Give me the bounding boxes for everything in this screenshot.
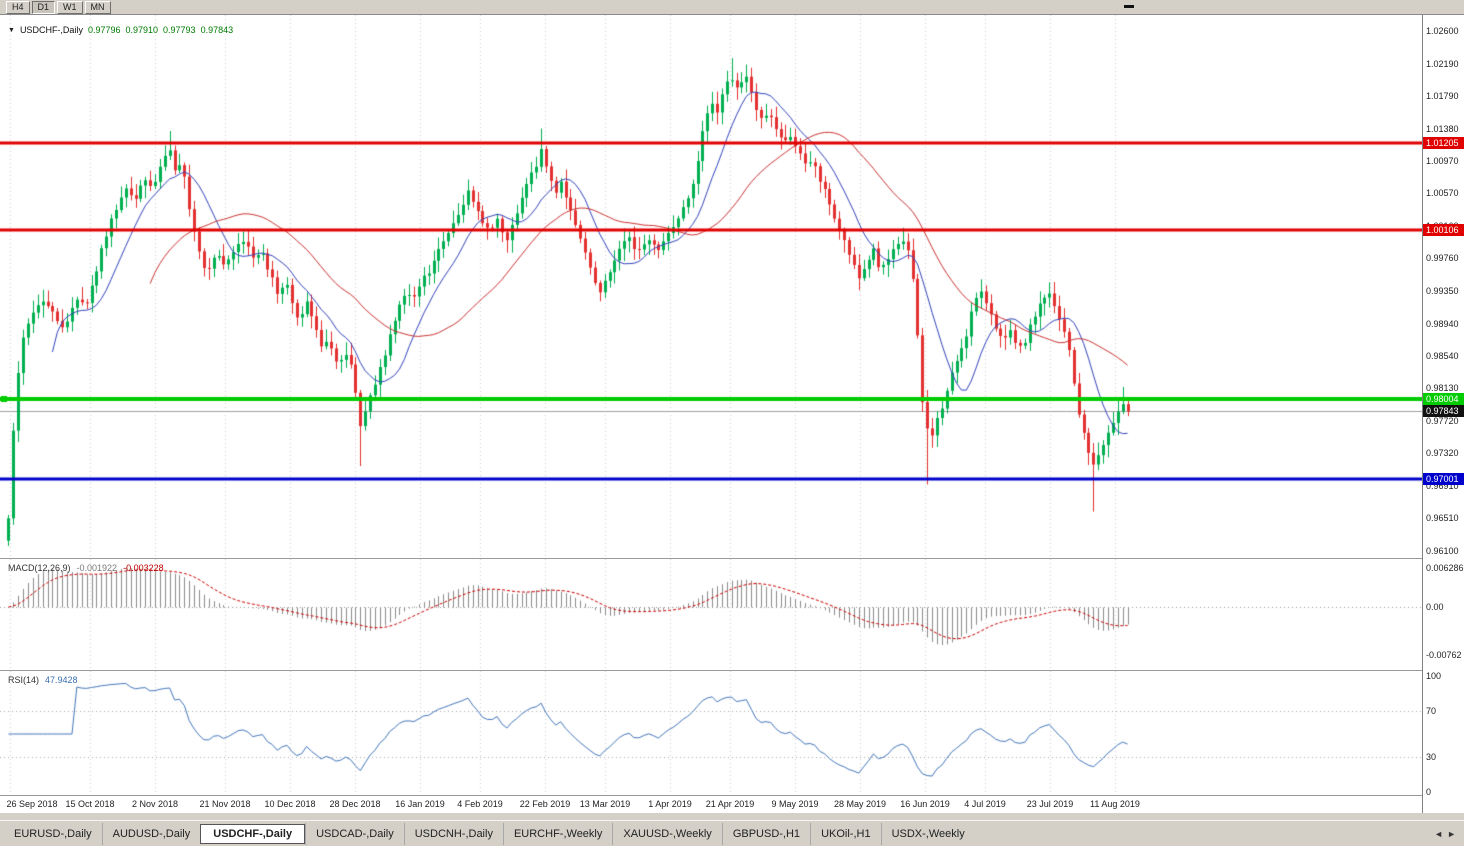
pane-separator[interactable] [0, 558, 1464, 559]
pane-separator [0, 795, 1464, 796]
chart-tab-audusd-daily[interactable]: AUDUSD-,Daily [101, 822, 201, 845]
chart-tab-usdx-weekly[interactable]: USDX-,Weekly [880, 822, 975, 845]
date-axis-label: 21 Apr 2019 [705, 799, 755, 809]
macd-axis-label: 0.006286 [1426, 563, 1464, 573]
price-axis-label: 0.98940 [1426, 318, 1459, 329]
rsi-name: RSI(14) [8, 675, 40, 685]
price-axis-label: 0.97320 [1426, 448, 1459, 459]
date-axis-label: 10 Dec 2018 [264, 799, 316, 809]
timeframe-mn-button[interactable]: MN [84, 0, 111, 14]
rsi-indicator-canvas[interactable] [0, 671, 1422, 795]
price-axis-label: 0.97720 [1426, 416, 1459, 427]
date-axis-label: 22 Feb 2019 [519, 799, 571, 809]
chart-tab-usdcnh-daily[interactable]: USDCNH-,Daily [403, 822, 503, 845]
chart-ohlc-header: ▼ USDCHF-,Daily 0.97796 0.97910 0.97793 … [8, 25, 233, 35]
date-axis-label: 11 Aug 2019 [1090, 799, 1140, 809]
low-value: 0.97793 [163, 25, 196, 35]
price-axis: 1.02600 1.02190 1.01790 1.01380 1.00970 1.005… [1422, 15, 1464, 813]
current-price-badge: 0.97843 [1423, 405, 1464, 418]
price-axis-label: 1.01380 [1426, 123, 1459, 134]
date-axis-label: 9 May 2019 [771, 799, 819, 809]
chart-tab-bar: EURUSD-,Daily AUDUSD-,Daily USDCHF-,Daily U… [0, 820, 1464, 846]
pane-separator[interactable] [0, 670, 1464, 671]
close-value: 0.97843 [200, 25, 234, 35]
date-axis-label: 28 Dec 2018 [329, 799, 381, 809]
date-axis-label: 4 Feb 2019 [457, 799, 503, 809]
timeframe-h4-button[interactable]: H4 [6, 0, 30, 14]
price-axis-label: 1.02600 [1426, 25, 1459, 36]
price-axis-label: 1.02190 [1426, 58, 1459, 69]
date-axis-label: 28 May 2019 [833, 799, 887, 809]
tab-scroll-left-icon[interactable]: ◄ [1434, 828, 1444, 839]
high-value: 0.97910 [125, 25, 159, 35]
price-axis-label: 0.96510 [1426, 513, 1459, 523]
date-axis-label: 23 Jul 2019 [1026, 799, 1074, 809]
macd-value: -0.001922 [76, 563, 118, 573]
price-axis-label: 0.96910 [1426, 481, 1459, 492]
price-axis-label: 0.98540 [1426, 350, 1459, 361]
rsi-axis-label: 70 [1426, 705, 1437, 716]
macd-indicator-label: MACD(12,26,9) -0.001922 -0.003228 [8, 563, 164, 573]
date-axis-label: 16 Jun 2019 [900, 799, 950, 809]
rsi-axis-label: 100 [1426, 671, 1442, 681]
price-chart-canvas[interactable] [0, 15, 1422, 558]
time-axis: 26 Sep 2018 15 Oct 2018 2 Nov 2018 21 Nov 2… [0, 796, 1422, 813]
price-axis-label: 0.99350 [1426, 285, 1459, 296]
price-axis-label: 0.98130 [1426, 383, 1459, 394]
rsi-indicator-label: RSI(14) 47.9428 [8, 675, 78, 685]
chart-symbol-label: USDCHF-,Daily [19, 25, 83, 35]
tab-scroll-arrows: ◄ ► [1434, 829, 1464, 839]
date-axis-label: 16 Jan 2019 [395, 799, 445, 809]
date-axis-label: 2 Nov 2018 [131, 799, 179, 809]
price-axis-label: 1.00970 [1426, 156, 1459, 167]
price-level-badge: 1.01205 [1423, 136, 1464, 149]
price-level-badge: 1.00106 [1423, 224, 1464, 237]
macd-axis-label: -0.00762 [1426, 650, 1462, 660]
price-axis-label: 1.00570 [1426, 188, 1459, 199]
price-axis-label: 0.99760 [1426, 253, 1459, 264]
timeframe-d1-button[interactable]: D1 [31, 0, 56, 14]
date-axis-label: 26 Sep 2018 [6, 799, 58, 809]
timeframe-toolbar: H4 D1 W1 MN [0, 0, 1464, 15]
date-axis-label: 21 Nov 2018 [199, 799, 251, 809]
price-level-badge: 0.98004 [1423, 392, 1464, 405]
chart-tab-usdcad-daily[interactable]: USDCAD-,Daily [305, 822, 404, 845]
macd-axis-label: 0.00 [1426, 602, 1444, 612]
symbol-dropdown-icon[interactable]: ▼ [8, 26, 15, 34]
chart-tab-gbpusd-h1[interactable]: GBPUSD-,H1 [721, 822, 810, 845]
chart-tab-ukoil-h1[interactable]: UKOil-,H1 [810, 822, 881, 845]
rsi-axis-label: 30 [1426, 752, 1437, 763]
chart-tab-xauusd-weekly[interactable]: XAUUSD-,Weekly [612, 822, 721, 845]
rsi-axis-label: 0 [1426, 787, 1432, 797]
macd-signal-value: -0.003228 [123, 563, 164, 573]
price-level-badge: 0.97001 [1423, 472, 1464, 485]
window-frame-strip [0, 813, 1464, 820]
date-axis-label: 4 Jul 2019 [964, 799, 1006, 809]
timeframe-w1-button[interactable]: W1 [57, 0, 83, 14]
price-axis-label: 0.96100 [1426, 545, 1459, 556]
macd-name: MACD(12,26,9) [8, 563, 71, 573]
price-axis-label: 1.01790 [1426, 90, 1459, 101]
date-axis-label: 1 Apr 2019 [648, 799, 692, 809]
chart-tab-eurchf-weekly[interactable]: EURCHF-,Weekly [502, 822, 612, 845]
chart-tab-usdchf-daily[interactable]: USDCHF-,Daily [200, 823, 306, 844]
chart-window: ▼ USDCHF-,Daily 0.97796 0.97910 0.97793 … [0, 15, 1464, 813]
macd-indicator-canvas[interactable] [0, 559, 1422, 670]
date-axis-label: 15 Oct 2018 [65, 799, 115, 809]
date-axis-label: 13 Mar 2019 [579, 799, 631, 809]
chart-tabs: EURUSD-,Daily AUDUSD-,Daily USDCHF-,Daily U… [4, 821, 975, 846]
rsi-value: 47.9428 [45, 675, 78, 685]
open-value: 0.97796 [87, 25, 121, 35]
tab-scroll-right-icon[interactable]: ► [1447, 828, 1456, 839]
chart-tab-eurusd-daily[interactable]: EURUSD-,Daily [14, 827, 92, 840]
minimize-icon[interactable] [1124, 5, 1134, 8]
